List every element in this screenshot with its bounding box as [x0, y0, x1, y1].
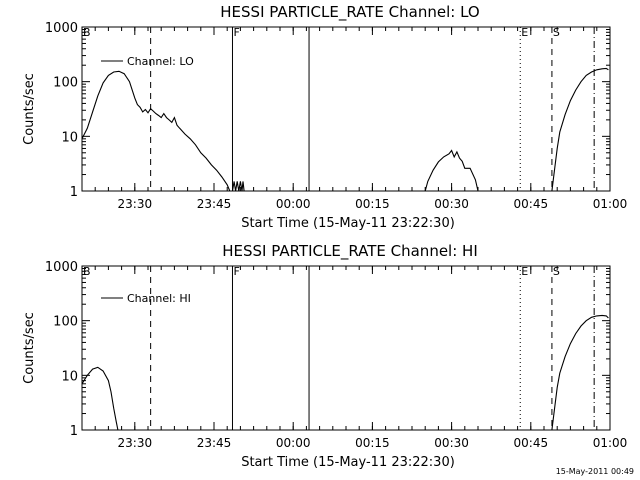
marker-label: B: [83, 26, 91, 39]
series-line: [551, 314, 609, 431]
marker-label: F: [233, 265, 239, 278]
series-line: [424, 149, 479, 192]
y-tick-label: 10: [61, 130, 78, 145]
marker-label: F: [233, 26, 239, 39]
y-tick-label: 1000: [45, 260, 78, 275]
x-tick-label: 23:30: [118, 197, 153, 211]
data-series: [81, 67, 609, 192]
marker-label: E: [521, 26, 528, 39]
series-line: [81, 366, 119, 431]
y-axis-label: Counts/sec: [22, 312, 37, 384]
x-axis-label: Start Time (15-May-11 23:22:30): [241, 455, 455, 470]
x-tick-label: 01:00: [593, 436, 628, 450]
x-tick-label: 23:30: [118, 436, 153, 450]
panel-lo: HESSI PARTICLE_RATE Channel: LO Counts/s…: [22, 3, 627, 231]
x-tick-label: 01:00: [593, 197, 628, 211]
x-tick-label: 00:45: [514, 197, 549, 211]
x-tick-label: 23:45: [197, 197, 232, 211]
y-axis-label: Counts/sec: [22, 73, 37, 145]
panel-hi: HESSI PARTICLE_RATE Channel: HI Counts/s…: [22, 242, 627, 470]
x-tick-label: 00:45: [514, 436, 549, 450]
y-tick-label: 100: [53, 315, 78, 330]
y-tick-label: 1: [70, 185, 78, 200]
marker-label: S: [553, 26, 560, 39]
axis-ticks: 23:30 23:45 00:00 00:15 00:30 00:45 01:00 1 10 10…: [45, 260, 627, 450]
y-tick-label: 10: [61, 369, 78, 384]
series-line: [81, 70, 231, 192]
x-tick-label: 00:00: [276, 197, 311, 211]
marker-label: E: [521, 265, 528, 278]
chart-title: HESSI PARTICLE_RATE Channel: LO: [220, 3, 479, 22]
x-tick-label: 00:00: [276, 436, 311, 450]
x-tick-label: 00:30: [434, 197, 469, 211]
x-axis-label: Start Time (15-May-11 23:22:30): [241, 216, 455, 231]
y-tick-label: 1000: [45, 21, 78, 36]
x-tick-label: 00:15: [355, 197, 390, 211]
y-tick-label: 100: [53, 76, 78, 91]
series-line: [231, 181, 245, 192]
marker-label: B: [83, 265, 91, 278]
footer-timestamp: 15-May-2011 00:49: [555, 467, 634, 476]
y-tick-label: 1: [70, 424, 78, 439]
series-line: [551, 67, 609, 192]
x-tick-label: 00:15: [355, 436, 390, 450]
x-tick-label: 23:45: [197, 436, 232, 450]
axis-ticks: 23:30 23:45 00:00 00:15 00:30 00:45 01:00 1 10 10…: [45, 21, 627, 211]
chart-title: HESSI PARTICLE_RATE Channel: HI: [222, 242, 478, 261]
legend-label: Channel: LO: [127, 55, 194, 68]
x-tick-label: 00:30: [434, 436, 469, 450]
marker-label: S: [553, 265, 560, 278]
data-series: [81, 314, 609, 431]
legend-label: Channel: HI: [127, 292, 191, 305]
plot-frame: [81, 26, 611, 192]
plot-frame: [81, 265, 611, 431]
